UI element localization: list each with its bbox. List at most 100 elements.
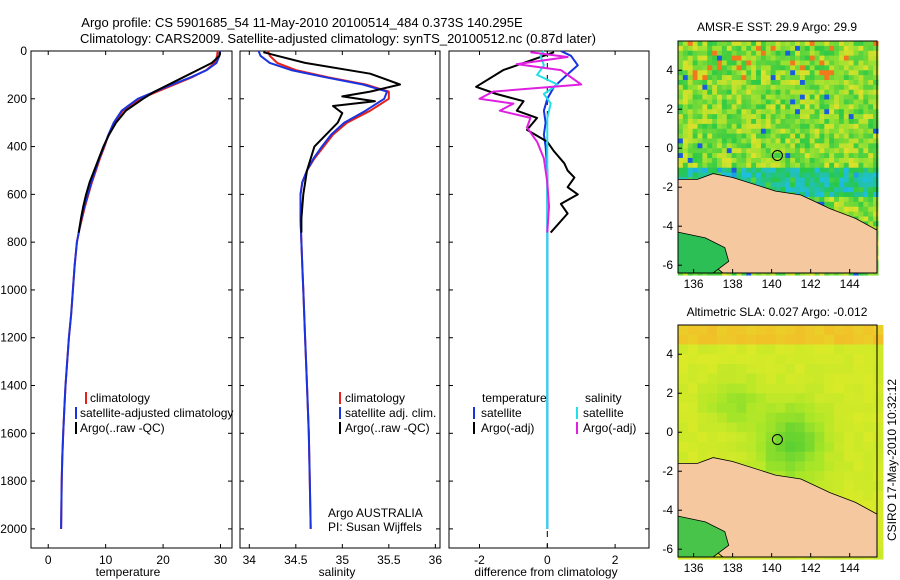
- heatmap-cell: [726, 393, 738, 404]
- heatmap-cell: [770, 99, 777, 105]
- heatmap-cell: [702, 45, 708, 52]
- heatmap-cell: [863, 432, 874, 443]
- heatmap-cell: [829, 123, 835, 130]
- heatmap-cell: [834, 451, 845, 463]
- heatmap-cell: [804, 402, 816, 414]
- heatmap-cell: [785, 162, 791, 169]
- heatmap-cell: [712, 104, 718, 110]
- heatmap-cell: [712, 138, 718, 144]
- heatmap-cell: [824, 363, 835, 375]
- heatmap-cell: [873, 133, 879, 140]
- heatmap-cell: [824, 128, 830, 135]
- heatmap-cell: [790, 114, 796, 120]
- heatmap-cell: [799, 167, 806, 174]
- heatmap-cell: [853, 471, 864, 482]
- heatmap-cell: [824, 60, 830, 66]
- heatmap-cell: [780, 84, 786, 91]
- heatmap-cell: [785, 55, 791, 62]
- heatmap-cell: [809, 118, 816, 125]
- heatmap-cell: [712, 167, 718, 174]
- heatmap-cell: [717, 167, 723, 174]
- heatmap-cell: [736, 118, 743, 125]
- heatmap-cell: [697, 109, 703, 115]
- heatmap-cell: [795, 393, 806, 404]
- heatmap-cell: [873, 422, 884, 433]
- heatmap-cell: [682, 114, 689, 120]
- heatmap-cell: [790, 65, 796, 71]
- heatmap-cell: [819, 177, 825, 183]
- heatmap-cell: [717, 99, 723, 105]
- heatmap-cell: [819, 55, 825, 62]
- heatmap-cell: [868, 104, 874, 110]
- heatmap-cell: [721, 70, 728, 76]
- heatmap-cell: [858, 148, 864, 154]
- heatmap-cell: [707, 123, 713, 130]
- heatmap-cell: [780, 153, 786, 159]
- heatmap-cell: [853, 79, 860, 86]
- heatmap-cell: [834, 60, 840, 66]
- heatmap-cell: [824, 89, 830, 96]
- heatmap-cell: [814, 441, 825, 453]
- legend-label-climatology: climatology: [90, 391, 150, 405]
- heatmap-cell: [697, 344, 708, 355]
- heatmap-cell: [843, 441, 855, 453]
- heatmap-cell: [863, 128, 869, 135]
- heatmap-cell: [834, 128, 840, 135]
- heatmap-cell: [804, 60, 811, 66]
- heatmap-cell: [819, 167, 825, 174]
- heatmap-cell: [726, 70, 733, 76]
- heatmap-cell: [868, 177, 874, 183]
- heatmap-cell: [712, 148, 718, 154]
- heatmap-cell: [678, 60, 684, 66]
- heatmap-cell: [809, 89, 816, 96]
- heatmap-cell: [785, 79, 791, 86]
- heatmap-cell: [741, 104, 747, 110]
- heatmap-cell: [853, 211, 860, 218]
- heatmap-cell: [858, 109, 864, 115]
- heatmap-cell: [824, 187, 830, 193]
- heatmap-cell: [721, 133, 728, 140]
- heatmap-cell: [795, 157, 801, 164]
- heatmap-cell: [741, 167, 747, 174]
- heatmap-cell: [717, 325, 728, 336]
- heatmap-cell: [746, 75, 752, 81]
- heatmap-cell: [702, 148, 708, 154]
- heatmap-cell: [795, 412, 806, 424]
- heatmap-cell: [726, 412, 738, 424]
- heatmap-cell: [853, 334, 864, 346]
- heatmap-cell: [858, 133, 864, 140]
- heatmap-cell: [790, 123, 796, 130]
- heatmap-cell: [863, 451, 874, 463]
- heatmap-cell: [819, 45, 825, 52]
- heatmap-cell: [873, 500, 884, 511]
- heatmap-cell: [829, 50, 835, 57]
- salinity-panel: 34 34.5 35 35.5 36 salinity climatology sate…: [239, 50, 442, 579]
- heatmap-cell: [853, 84, 860, 91]
- heatmap-cell: [770, 84, 777, 91]
- heatmap-cell: [824, 41, 830, 47]
- heatmap-cell: [848, 211, 855, 218]
- heatmap-cell: [741, 143, 747, 149]
- heatmap-cell: [736, 172, 743, 179]
- heatmap-cell: [829, 177, 835, 183]
- heatmap-cell: [799, 187, 806, 193]
- heatmap-cell: [712, 157, 718, 164]
- heatmap-cell: [702, 172, 708, 179]
- heatmap-cell: [858, 94, 864, 101]
- heatmap-cell: [838, 167, 845, 174]
- heatmap-cell: [804, 70, 811, 76]
- heatmap-cell: [760, 89, 767, 96]
- heatmap-cell: [834, 412, 845, 424]
- heatmap-cell: [707, 75, 713, 81]
- heatmap-cell: [775, 118, 782, 125]
- heatmap-cell: [785, 123, 791, 130]
- heatmap-cell: [824, 480, 835, 492]
- heatmap-cell: [746, 50, 752, 57]
- heatmap-cell: [858, 138, 864, 144]
- heatmap-cell: [785, 422, 796, 433]
- heatmap-cell: [873, 99, 879, 105]
- heatmap-cell: [780, 70, 786, 76]
- heatmap-cell: [838, 41, 845, 47]
- heatmap-cell: [843, 41, 850, 47]
- heatmap-cell: [765, 41, 772, 47]
